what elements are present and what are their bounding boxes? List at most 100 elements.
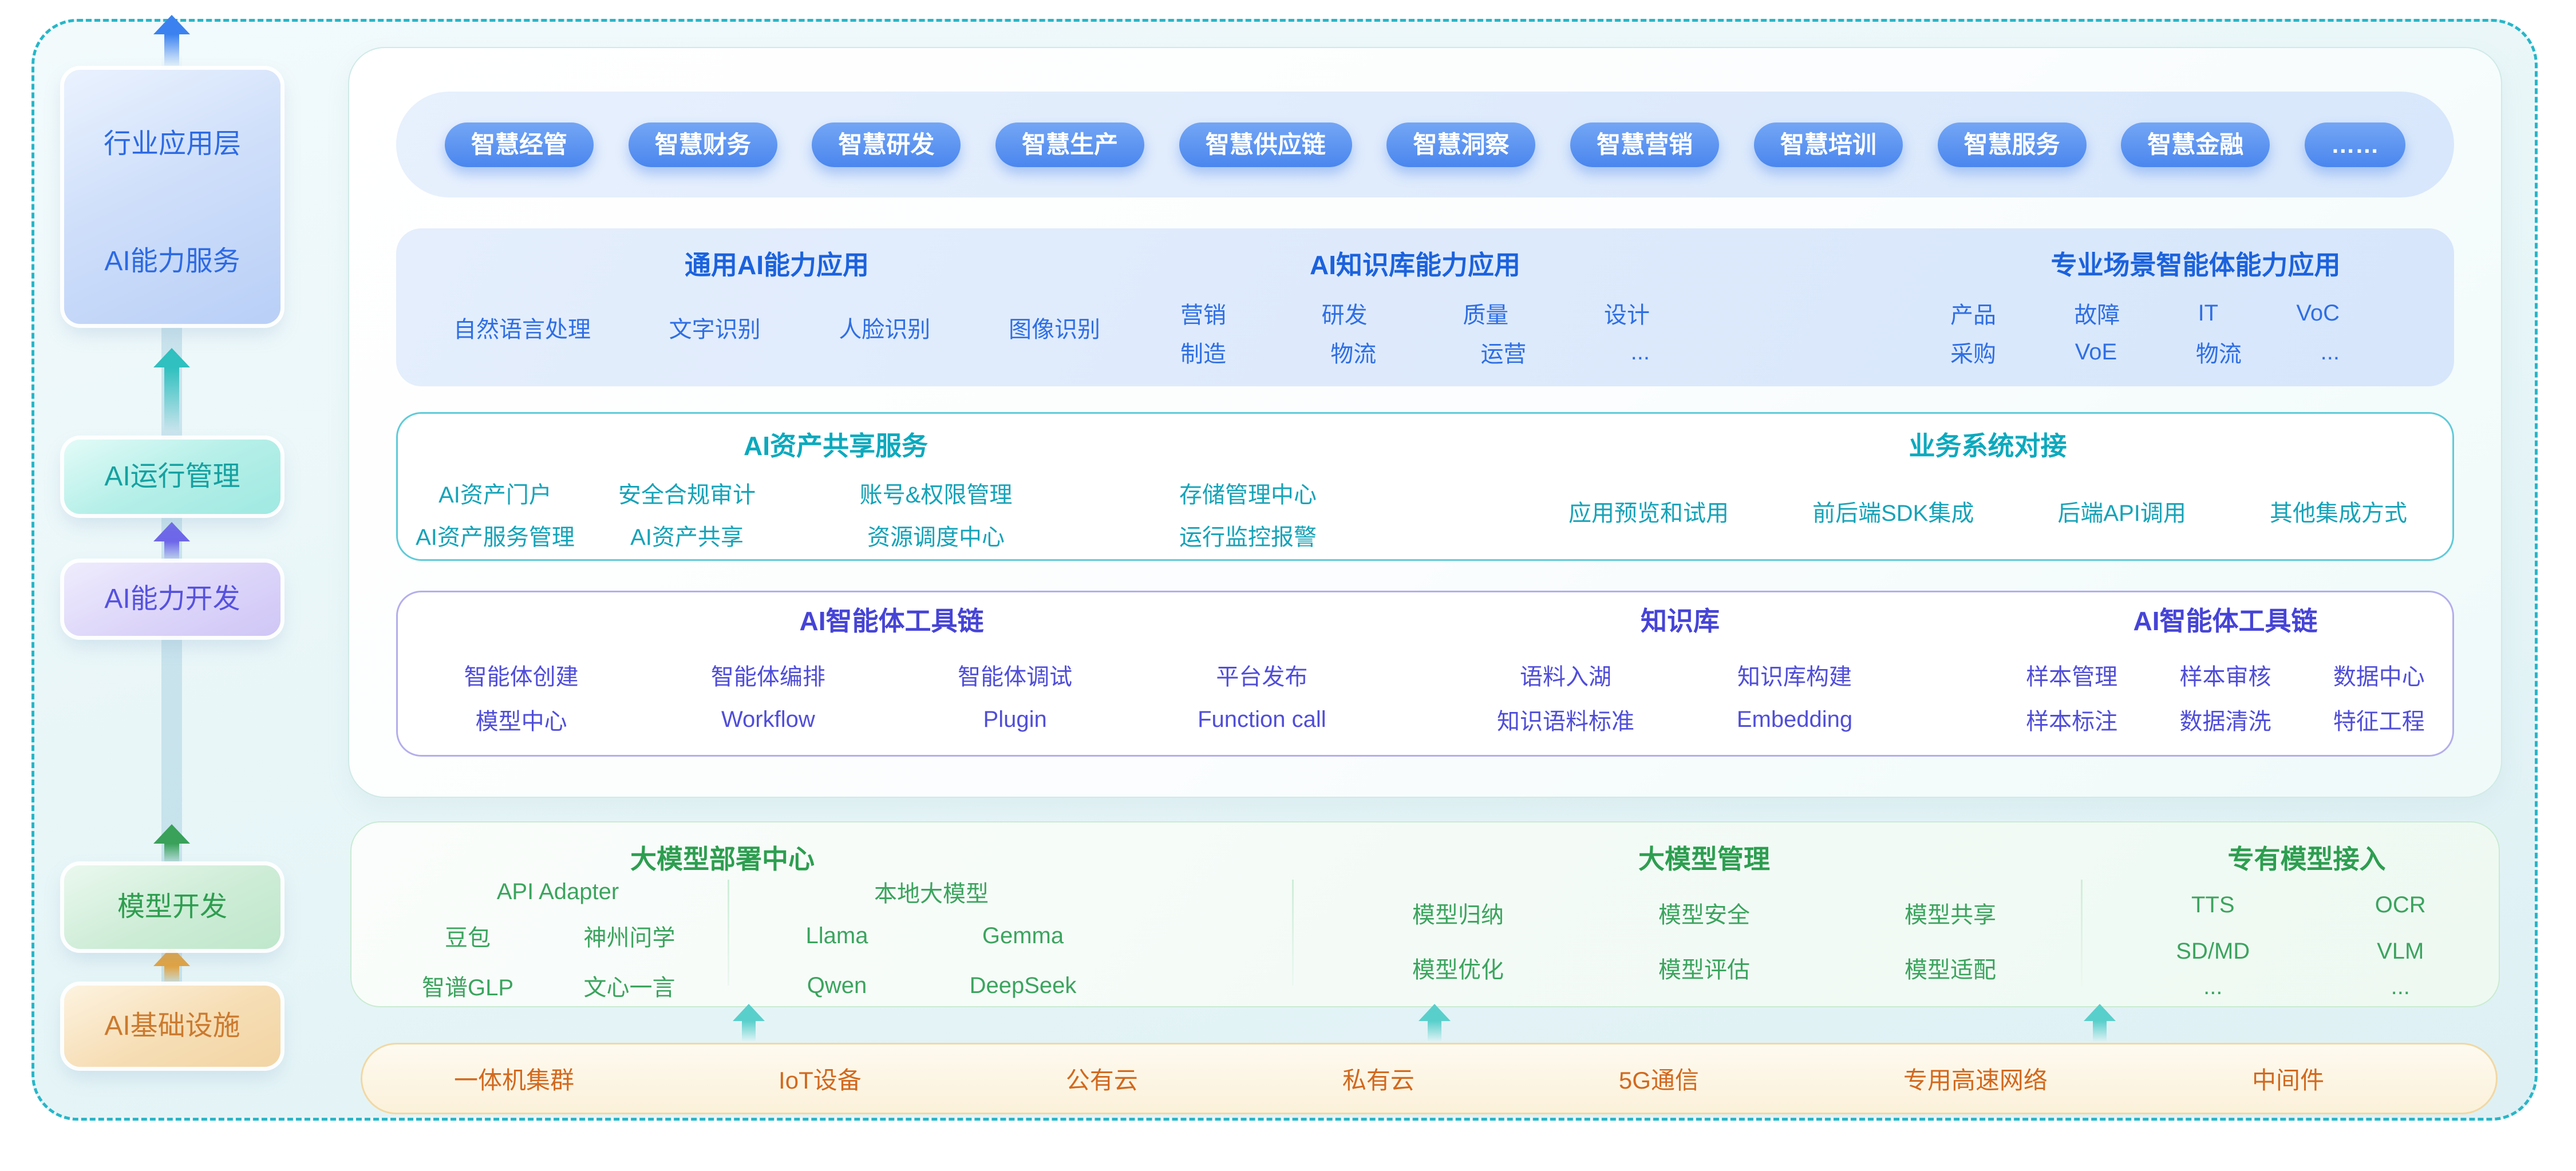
integration-item: 后端API调用 bbox=[2057, 501, 2186, 526]
infra-item: 一体机集群 bbox=[454, 1067, 575, 1094]
model-item: DeepSeek bbox=[969, 972, 1077, 998]
infra-item: 专用高速网络 bbox=[1903, 1067, 2048, 1094]
capability-item: 设计 bbox=[1603, 303, 1650, 328]
model-item: Qwen bbox=[807, 972, 867, 998]
pill-smart-financial: 智慧金融 bbox=[2121, 122, 2270, 167]
industry-apps-bar: 智慧经管 智慧财务 智慧研发 智慧生产 智慧供应链 智慧洞察 智慧营销 智慧培训… bbox=[396, 92, 2454, 197]
knowledge-ai-row1: 营销 研发 质量 设计 bbox=[1180, 296, 1650, 330]
local-models-row1: Llama Gemma bbox=[745, 919, 1117, 953]
pill-smart-production: 智慧生产 bbox=[995, 122, 1145, 167]
integration-item: 应用预览和试用 bbox=[1568, 501, 1729, 526]
divider bbox=[728, 880, 729, 986]
model-item: 智谱GLP bbox=[421, 975, 514, 1000]
model-item: 豆包 bbox=[445, 925, 491, 951]
asset-share-title: AI资产共享服务 bbox=[744, 431, 928, 461]
asset-item: 存储管理中心 bbox=[1179, 482, 1317, 508]
model-item: 神州问学 bbox=[583, 925, 675, 951]
pill-smart-training: 智慧培训 bbox=[1753, 122, 1903, 167]
knowledge-ai-title: AI知识库能力应用 bbox=[1310, 250, 1520, 280]
divider bbox=[1292, 880, 1294, 986]
pill-smart-management: 智慧经管 bbox=[445, 122, 594, 167]
knowledge-base-row2: 知识语料标准 Embedding bbox=[1451, 702, 1909, 737]
knowledge-base-row1: 语料入湖 知识库构建 bbox=[1451, 658, 1909, 692]
pill-smart-finance: 智慧财务 bbox=[628, 122, 777, 167]
arrow-infra-2-icon bbox=[1419, 1004, 1451, 1042]
model-item: OCR bbox=[2374, 892, 2426, 917]
pill-smart-marketing: 智慧营销 bbox=[1570, 122, 1720, 167]
agent-item: 样本审核 bbox=[2179, 664, 2271, 690]
infrastructure-band: 一体机集群 IoT设备 公有云 私有云 5G通信 专用高速网络 中间件 bbox=[361, 1043, 2498, 1114]
general-ai-items: 自然语言处理 文字识别 人脸识别 图像识别 bbox=[453, 310, 1100, 345]
agent-item: 模型中心 bbox=[475, 709, 567, 734]
sidebar-layer-model-dev: 模型开发 bbox=[64, 865, 280, 949]
capability-item: 文字识别 bbox=[669, 317, 761, 342]
asset-share-row1: AI资产门户 安全合规审计 账号&权限管理 存储管理中心 bbox=[398, 476, 1411, 510]
capability-item: 运营 bbox=[1480, 342, 1527, 367]
agent-item: 知识语料标准 bbox=[1497, 709, 1634, 734]
arrow-up-teal-icon bbox=[153, 348, 190, 432]
model-item: 模型归纳 bbox=[1412, 903, 1504, 928]
main-panel: 智慧经管 智慧财务 智慧研发 智慧生产 智慧供应链 智慧洞察 智慧营销 智慧培训… bbox=[348, 47, 2502, 798]
knowledge-ai-row2: 制造 物流 运营 ... bbox=[1180, 335, 1650, 369]
pill-more: …… bbox=[2304, 122, 2405, 167]
layer-label-capability-dev: AI能力开发 bbox=[104, 584, 240, 614]
agent-item: 数据清洗 bbox=[2179, 709, 2271, 734]
asset-item: AI资产门户 bbox=[438, 482, 552, 508]
layer-label-industry: 行业应用层 bbox=[103, 129, 241, 159]
capability-item: 产品 bbox=[1950, 303, 1996, 328]
model-item: 模型优化 bbox=[1412, 958, 1504, 983]
model-item: 模型安全 bbox=[1658, 903, 1750, 928]
asset-share-row2: AI资产服务管理 AI资产共享 资源调度中心 运行监控报警 bbox=[398, 518, 1411, 552]
infra-item: IoT设备 bbox=[779, 1067, 862, 1094]
agent-band: AI智能体工具链 智能体创建 智能体编排 智能体调试 平台发布 模型中心 Wor… bbox=[396, 591, 2454, 757]
infra-item: 5G通信 bbox=[1618, 1067, 1699, 1094]
asset-item: AI资产服务管理 bbox=[416, 525, 575, 550]
private-model-row1: TTS OCR bbox=[2119, 889, 2494, 921]
model-item: 模型评估 bbox=[1658, 958, 1750, 983]
sidebar-layer-runtime-mgmt: AI运行管理 bbox=[64, 440, 280, 514]
local-models-title: 本地大模型 bbox=[745, 877, 1117, 907]
agent-item: 智能体编排 bbox=[710, 664, 825, 690]
arrow-up-green-icon bbox=[153, 824, 190, 864]
agent-item: 样本管理 bbox=[2026, 664, 2118, 690]
capability-item: ... bbox=[1630, 339, 1650, 365]
model-item: 文心一言 bbox=[583, 975, 675, 1000]
toolchain-left-title: AI智能体工具链 bbox=[799, 606, 984, 636]
sidebar-layer-industry-application: 行业应用层 AI能力服务 bbox=[64, 70, 280, 324]
model-item: Llama bbox=[805, 923, 868, 948]
capability-item: 研发 bbox=[1321, 303, 1368, 328]
private-model-row3: ... ... bbox=[2119, 972, 2494, 1001]
capability-item: 采购 bbox=[1950, 342, 1996, 367]
capability-item: IT bbox=[2198, 300, 2219, 326]
infra-item: 私有云 bbox=[1342, 1067, 1415, 1094]
agent-item: Plugin bbox=[983, 706, 1047, 732]
capability-item: 物流 bbox=[1330, 342, 1377, 367]
arrow-up-blue-icon bbox=[153, 15, 190, 68]
capability-item: 物流 bbox=[2195, 342, 2242, 367]
local-models-row2: Qwen DeepSeek bbox=[745, 968, 1117, 1003]
private-model-row2: SD/MD VLM bbox=[2119, 936, 2494, 967]
toolchain-right-row1: 样本管理 样本审核 数据中心 bbox=[1995, 658, 2456, 692]
model-item: 模型适配 bbox=[1905, 958, 1996, 983]
agent-item: 样本标注 bbox=[2026, 709, 2118, 734]
agent-item: Function call bbox=[1198, 706, 1326, 732]
capability-band: 通用AI能力应用 自然语言处理 文字识别 人脸识别 图像识别 AI知识库能力应用… bbox=[396, 228, 2454, 386]
pill-smart-service: 智慧服务 bbox=[1937, 122, 2087, 167]
subgroup-title: API Adapter bbox=[496, 879, 619, 904]
agent-item: 语料入湖 bbox=[1520, 664, 1611, 690]
pill-smart-rnd: 智慧研发 bbox=[812, 122, 961, 167]
agent-item: 知识库构建 bbox=[1737, 664, 1852, 690]
asset-item: 账号&权限管理 bbox=[859, 482, 1013, 508]
asset-item: 资源调度中心 bbox=[867, 525, 1005, 550]
integration-item: 前后端SDK集成 bbox=[1812, 501, 1974, 526]
arrow-infra-1-icon bbox=[733, 1004, 765, 1042]
divider bbox=[2081, 880, 2083, 986]
capability-item: 人脸识别 bbox=[839, 317, 931, 342]
capability-item: 图像识别 bbox=[1008, 317, 1100, 342]
model-mgmt-row2: 模型优化 模型评估 模型适配 bbox=[1335, 951, 2073, 985]
layer-label-runtime: AI运行管理 bbox=[104, 461, 240, 492]
model-item: SD/MD bbox=[2176, 939, 2250, 964]
agent-scene-row1: 产品 故障 IT VoC bbox=[1950, 296, 2340, 330]
toolchain-right-row2: 样本标注 数据清洗 特征工程 bbox=[1995, 702, 2456, 737]
arrow-infra-3-icon bbox=[2084, 1004, 2116, 1042]
